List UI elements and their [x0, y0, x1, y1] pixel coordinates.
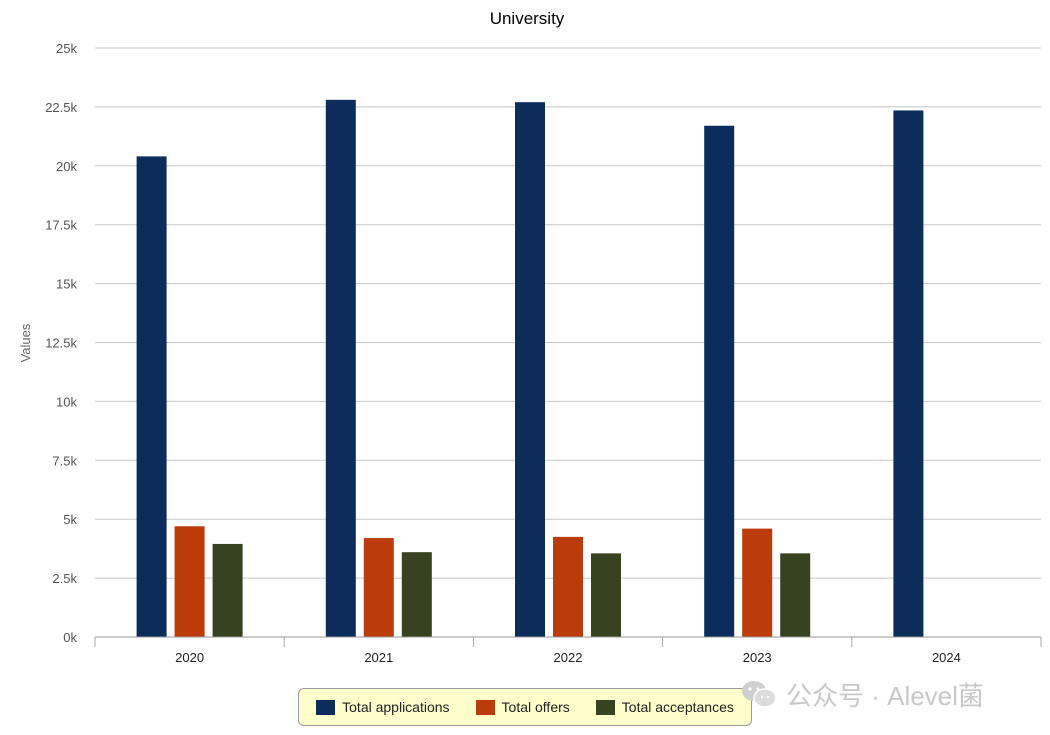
chart-title: University	[490, 9, 565, 28]
bar[interactable]	[212, 543, 243, 637]
bar[interactable]	[780, 553, 811, 637]
legend-swatch-offers	[475, 699, 495, 715]
bar[interactable]	[553, 536, 583, 637]
legend-item-applications[interactable]: Total applications	[316, 699, 450, 715]
y-tick-label: 20k	[56, 159, 77, 174]
watermark-text: 公众号 · Alevel菌	[786, 680, 984, 711]
x-axis: 2020 2021 2022 2023 2024	[94, 636, 1042, 665]
legend-swatch-acceptances	[595, 699, 615, 715]
y-tick-label: 22.5k	[45, 100, 77, 115]
bar[interactable]	[401, 552, 432, 637]
legend-label-offers: Total offers	[501, 699, 570, 715]
y-tick-label: 10k	[56, 394, 77, 409]
x-tick-label: 2024	[932, 650, 961, 665]
legend-label-applications: Total applications	[342, 699, 450, 715]
y-tick-label: 25k	[56, 41, 77, 56]
y-axis-title: Values	[18, 323, 33, 362]
bars	[136, 99, 924, 638]
x-tick-label: 2021	[364, 650, 393, 665]
bar[interactable]	[174, 526, 205, 637]
x-tick-label: 2020	[175, 650, 204, 665]
bar[interactable]	[515, 102, 545, 638]
y-tick-label: 12.5k	[45, 336, 77, 351]
bar[interactable]	[325, 99, 356, 637]
y-tick-label: 0k	[63, 630, 77, 645]
y-tick-label: 5k	[63, 512, 77, 527]
y-tick-label: 2.5k	[52, 571, 77, 586]
bar[interactable]	[893, 110, 924, 637]
bar[interactable]	[363, 538, 394, 637]
x-tick-label: 2023	[743, 650, 772, 665]
bar[interactable]	[704, 125, 735, 638]
legend-label-acceptances: Total acceptances	[621, 699, 734, 715]
x-tick-label: 2022	[554, 650, 583, 665]
gridlines	[95, 47, 1041, 579]
watermark: 公众号 · Alevel菌	[740, 674, 984, 714]
legend-swatch-applications	[316, 699, 336, 715]
legend: Total applications Total offers Total ac…	[298, 688, 752, 726]
y-tick-label: 17.5k	[45, 218, 77, 233]
y-tick-label: 7.5k	[52, 453, 77, 468]
bar[interactable]	[742, 528, 773, 637]
bar[interactable]	[591, 553, 621, 637]
legend-item-acceptances[interactable]: Total acceptances	[595, 699, 734, 715]
y-tick-label: 15k	[56, 277, 77, 292]
wechat-icon	[742, 681, 777, 708]
legend-item-offers[interactable]: Total offers	[475, 699, 570, 715]
y-axis-ticks: 0k 2.5k 5k 7.5k 10k 12.5k 15k 17.5k 20k 22.5k 25k	[45, 41, 77, 645]
bar[interactable]	[136, 156, 167, 637]
